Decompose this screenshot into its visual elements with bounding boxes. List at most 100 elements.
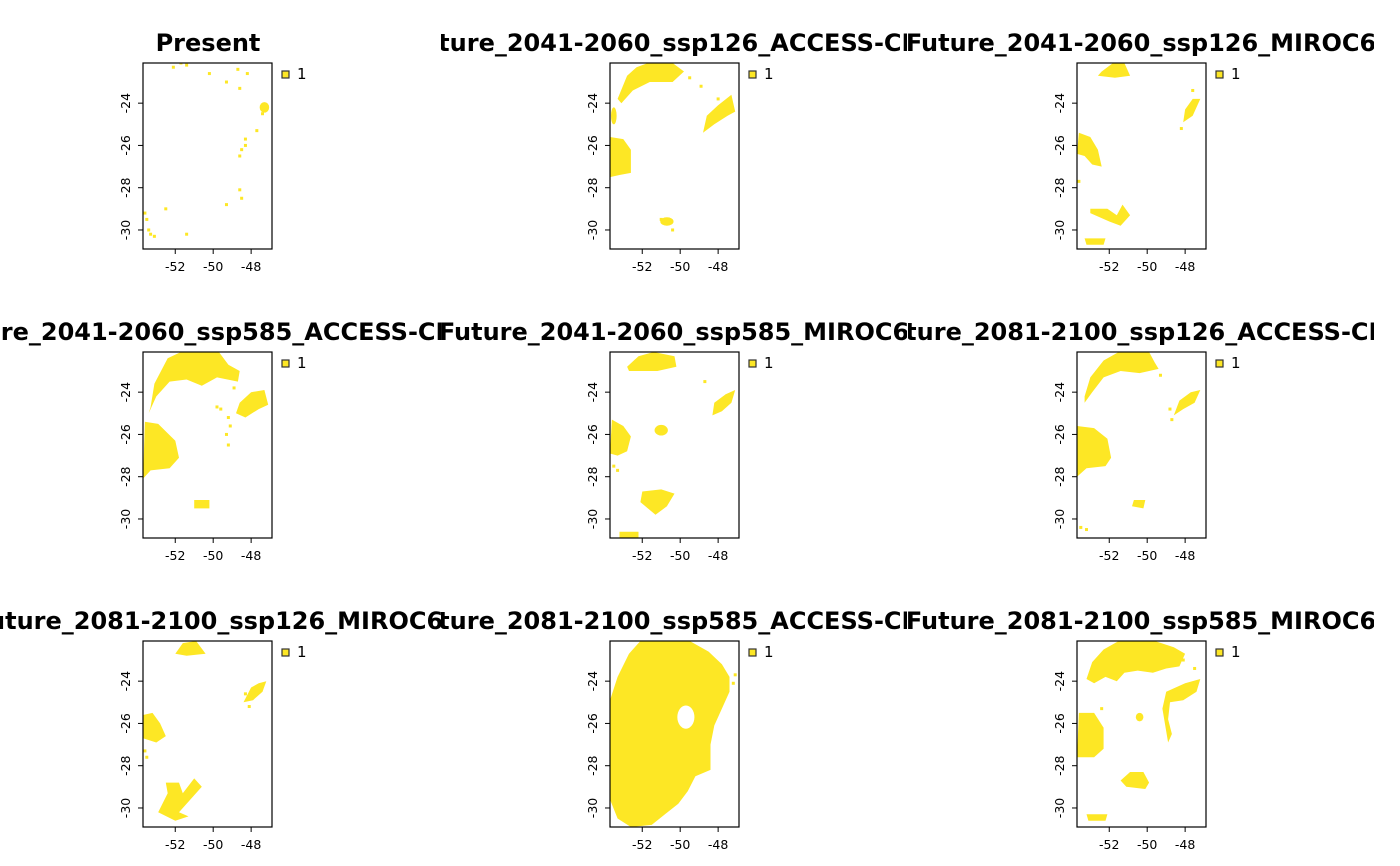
suitable-area <box>610 419 631 456</box>
suitable-cell <box>226 443 230 447</box>
map-panel-1: Present -52 -50 -48 -24 -26 -28 -30 1 <box>118 29 307 274</box>
y-tick-label: -30 <box>118 220 133 240</box>
legend-swatch <box>281 70 290 79</box>
y-tick-label: -26 <box>585 424 600 444</box>
suitable-area <box>148 352 240 414</box>
suitable-area <box>660 217 674 226</box>
y-tick-label: -28 <box>118 466 133 486</box>
suitable-cell <box>1158 373 1162 377</box>
unsuitable-area <box>677 705 695 729</box>
suitable-cell <box>261 112 265 116</box>
plot-frame <box>1076 640 1207 828</box>
suitable-cell <box>247 705 251 709</box>
plot-frame <box>609 351 740 539</box>
suitable-cell <box>226 416 230 420</box>
suitable-cell <box>616 468 620 472</box>
y-tick-label: -24 <box>1052 93 1067 113</box>
suitable-area <box>619 531 639 538</box>
suitable-cell <box>238 188 242 192</box>
suitable-area <box>610 137 631 178</box>
plot-frame <box>1076 351 1207 539</box>
raster-area <box>610 63 739 249</box>
suitable-cell <box>243 143 247 147</box>
y-tick-label: -28 <box>1052 755 1067 775</box>
y-tick-label: -30 <box>1052 798 1067 818</box>
x-tick-label: -50 <box>203 259 223 274</box>
suitable-cell <box>164 207 168 211</box>
x-tick-label: -52 <box>1099 837 1119 852</box>
y-tick-label: -26 <box>1052 135 1067 155</box>
y-tick-label: -24 <box>585 671 600 691</box>
legend-label: 1 <box>1231 65 1241 83</box>
panel-title: Future_2081-2100_ssp585_ACCESS-CM2 <box>406 607 942 635</box>
suitable-area <box>627 352 677 371</box>
x-tick-label: -50 <box>1137 259 1157 274</box>
x-tick-label: -48 <box>241 837 261 852</box>
legend-label: 1 <box>297 65 307 83</box>
panel-title: Present <box>156 29 261 57</box>
suitable-cell <box>243 692 247 696</box>
legend-label: 1 <box>764 65 774 83</box>
legend-swatch <box>281 359 290 368</box>
x-tick-label: -50 <box>670 837 690 852</box>
x-tick-label: -50 <box>203 548 223 563</box>
y-tick-label: -24 <box>1052 671 1067 691</box>
raster-area <box>1077 63 1206 249</box>
suitable-cell <box>224 432 228 436</box>
x-tick-label: -52 <box>632 259 652 274</box>
x-tick-label: -52 <box>1099 259 1119 274</box>
suitable-area <box>194 500 210 509</box>
map-panel-4: Future_2041-2060_ssp585_ACCESS-CM2 -52 -50… <box>0 318 441 563</box>
x-tick-label: -48 <box>708 548 728 563</box>
suitable-cell <box>688 76 692 80</box>
x-tick-label: -50 <box>1137 548 1157 563</box>
suitable-area <box>143 421 179 479</box>
raster-area <box>610 352 739 538</box>
suitable-area <box>1086 641 1186 684</box>
raster-area <box>143 63 272 249</box>
legend-label: 1 <box>1231 643 1241 661</box>
legend-label: 1 <box>764 354 774 372</box>
raster-area <box>1077 641 1206 827</box>
suitable-cell <box>731 681 735 685</box>
suitable-cell <box>243 137 247 141</box>
x-tick-label: -52 <box>165 259 185 274</box>
suitable-area <box>1077 132 1102 167</box>
suitable-area <box>1077 712 1104 758</box>
suitable-area <box>610 107 617 125</box>
suitable-cell <box>1084 528 1088 532</box>
map-panel-5: Future_2041-2060_ssp585_MIROC6 -52 -50 -48 -… <box>439 318 909 563</box>
y-tick-label: -28 <box>118 177 133 197</box>
suitable-cell <box>145 217 149 221</box>
suitable-area <box>1132 500 1146 509</box>
suitable-cell <box>699 84 703 88</box>
suitable-cell <box>1191 88 1195 92</box>
suitable-cell <box>219 407 223 411</box>
x-tick-label: -48 <box>1175 259 1195 274</box>
raster-area <box>610 641 739 827</box>
x-tick-label: -50 <box>670 259 690 274</box>
suitable-cell <box>147 228 151 232</box>
y-tick-label: -28 <box>585 177 600 197</box>
x-tick-label: -52 <box>1099 548 1119 563</box>
x-tick-label: -48 <box>241 548 261 563</box>
map-panel-2: Future_2041-2060_ssp126_ACCESS-CM2 -52 -50… <box>441 29 907 274</box>
suitable-area <box>1077 426 1112 477</box>
x-tick-label: -52 <box>632 548 652 563</box>
y-tick-label: -30 <box>1052 220 1067 240</box>
x-tick-label: -50 <box>670 548 690 563</box>
suitable-area <box>158 778 202 821</box>
suitable-area <box>654 424 668 436</box>
suitable-area <box>175 641 206 656</box>
suitable-area <box>1135 712 1144 722</box>
legend-label: 1 <box>297 354 307 372</box>
suitable-cell <box>703 380 707 384</box>
panel-title: Future_2041-2060_ssp585_MIROC6 <box>439 318 909 346</box>
suitable-cell <box>716 97 720 101</box>
suitable-cell <box>145 755 149 759</box>
suitable-area <box>236 390 269 418</box>
suitable-cell <box>612 464 616 468</box>
x-tick-label: -48 <box>1175 837 1195 852</box>
suitable-cell <box>1079 525 1083 529</box>
y-tick-label: -24 <box>1052 382 1067 402</box>
